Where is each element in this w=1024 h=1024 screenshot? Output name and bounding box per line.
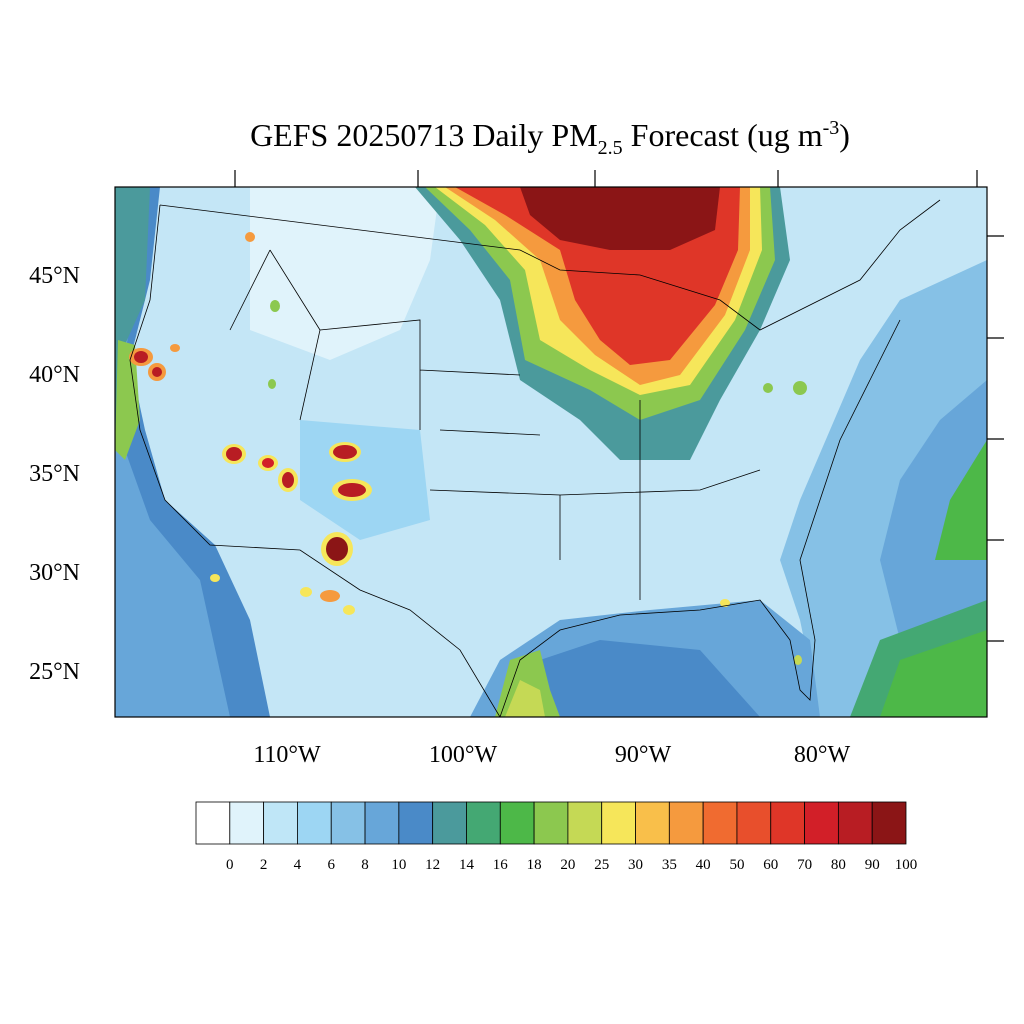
colorbar-label: 4 [294, 857, 302, 873]
colorbar-label: 12 [425, 857, 440, 873]
colorbar-box [668, 801, 704, 845]
map [115, 187, 987, 717]
colorbar-label: 90 [865, 857, 880, 873]
colorbar-box [432, 801, 467, 845]
colorbar-box [871, 801, 907, 845]
colorbar-box [601, 801, 636, 845]
colorbar-label: 8 [361, 857, 369, 873]
colorbar-label: 30 [628, 857, 643, 873]
colorbar-box [804, 801, 839, 845]
lat-label: 35°N [29, 461, 80, 487]
colorbar-label: 70 [797, 857, 812, 873]
borders [129, 199, 941, 717]
colorbar-label: 100 [895, 857, 918, 873]
colorbar-box [263, 801, 298, 845]
colorbar-label: 14 [459, 857, 475, 873]
colorbar-label: 16 [493, 857, 509, 873]
colorbar-label: 18 [527, 857, 542, 873]
title-subscript: 2.5 [598, 137, 623, 159]
colorbar-label: 35 [662, 857, 677, 873]
lat-labels: 45°N 40°N 35°N 30°N 25°N [29, 263, 80, 685]
colorbar-box [364, 801, 400, 845]
lon-label: 110°W [253, 742, 321, 768]
colorbar-label: 50 [729, 857, 744, 873]
colorbar-box [635, 801, 670, 845]
lat-label: 30°N [29, 560, 80, 586]
colorbar-box [567, 801, 603, 845]
map-frame [114, 186, 988, 718]
colorbar-label: 2 [260, 857, 268, 873]
title: GEFS 20250713 Daily PM2.5 Forecast (ug m… [250, 117, 850, 159]
colorbar: 0 2 4 6 8 10 12 14 16 18 20 25 30 35 40 50 60 70 80 90 100 [195, 801, 918, 873]
colorbar-box [736, 801, 772, 845]
colorbar-label: 10 [391, 857, 406, 873]
lat-label: 25°N [29, 659, 80, 685]
colorbar-box [533, 801, 569, 845]
colorbar-box [702, 801, 738, 845]
colorbar-box [499, 801, 535, 845]
lon-label: 80°W [794, 742, 851, 768]
fire-spots [129, 232, 807, 665]
colorbar-box [770, 801, 805, 845]
title-text: ) [839, 117, 850, 153]
lon-labels: 110°W 100°W 90°W 80°W [253, 742, 850, 768]
colorbar-label: 0 [226, 857, 234, 873]
colorbar-label: 25 [594, 857, 609, 873]
title-text: GEFS 20250713 Daily PM [250, 117, 598, 153]
lon-label: 100°W [429, 742, 498, 768]
colorbar-label: 6 [327, 857, 335, 873]
colorbar-label: 20 [560, 857, 575, 873]
lat-label: 45°N [29, 263, 80, 289]
colorbar-box [398, 801, 434, 845]
lat-label: 40°N [29, 362, 80, 388]
colorbar-box [837, 801, 873, 845]
title-text: Forecast (ug m [623, 117, 823, 153]
colorbar-label: 80 [831, 857, 846, 873]
colorbar-box [330, 801, 366, 845]
colorbar-box [195, 801, 231, 845]
lon-label: 90°W [615, 742, 672, 768]
colorbar-box [229, 801, 265, 845]
axis-ticks [234, 170, 1004, 642]
colorbar-label: 60 [763, 857, 778, 873]
colorbar-box [466, 801, 501, 845]
colorbar-box [297, 801, 332, 845]
colorbar-label: 40 [696, 857, 711, 873]
title-superscript: -3 [823, 117, 840, 139]
